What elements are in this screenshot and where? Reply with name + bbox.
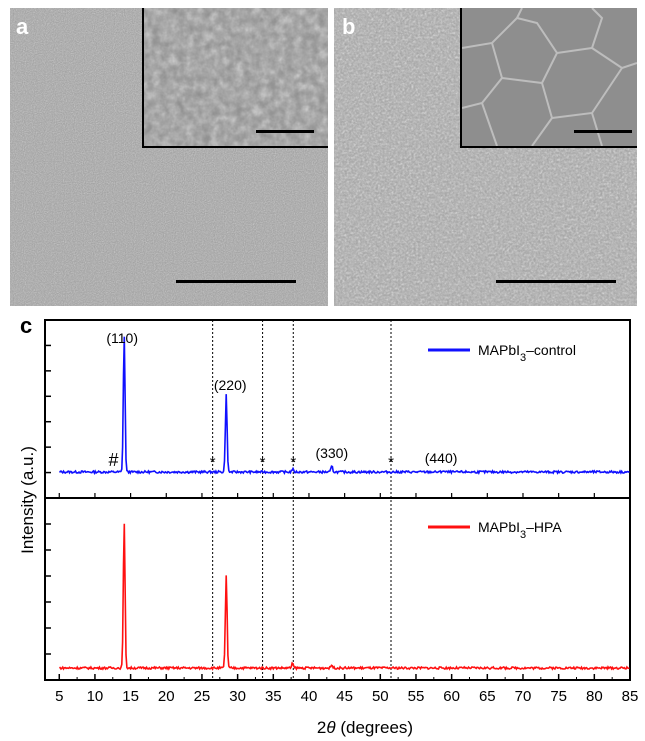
peak-annotation: (110) — [106, 330, 138, 346]
inset-scale-bar-a — [256, 130, 314, 133]
x-tick-label: 60 — [443, 688, 460, 705]
sem-image-b: b — [334, 8, 637, 306]
x-tick-label: 55 — [408, 688, 425, 705]
inset-texture-a — [144, 8, 328, 146]
x-tick-label: 45 — [336, 688, 353, 705]
x-tick-label: 70 — [515, 688, 532, 705]
x-tick-label: 85 — [622, 688, 639, 705]
scale-bar-a — [176, 280, 296, 283]
peak-annotation: * — [210, 454, 216, 471]
sem-image-a: a — [10, 8, 328, 306]
peak-annotation: (220) — [214, 377, 247, 393]
peak-annotation: (440) — [425, 450, 458, 466]
plot-border — [44, 319, 631, 681]
series-layer — [59, 336, 630, 672]
x-tick-label: 80 — [586, 688, 603, 705]
x-tick-label: 35 — [265, 688, 282, 705]
x-tick-label: 5 — [55, 688, 63, 705]
x-tick-label: 65 — [479, 688, 496, 705]
legend-label: MAPbI3–HPA — [478, 519, 562, 541]
tick-layer: 5 10 15 20 25 30 35 40 45 50 55 60 65 70 75 80 85 — [45, 344, 639, 705]
x-tick-label: 10 — [87, 688, 104, 705]
x-tick-label: 40 — [301, 688, 318, 705]
x-tick-label: 25 — [194, 688, 211, 705]
panel-label-c: c — [20, 313, 33, 338]
peak-annotation: * — [388, 454, 394, 471]
x-tick-label: 15 — [122, 688, 139, 705]
peak-annotation: # — [108, 450, 118, 470]
panel-label-b: b — [342, 14, 356, 39]
x-tick-label: 50 — [372, 688, 389, 705]
x-tick-label: 75 — [550, 688, 567, 705]
sem-inset-a — [142, 8, 328, 148]
peak-annotation: (330) — [315, 445, 348, 461]
y-axis-label: Intensity (a.u.) — [18, 446, 37, 554]
x-tick-label: 20 — [158, 688, 175, 705]
reference-lines — [212, 320, 392, 680]
x-axis-label: 2θ (degrees) — [317, 718, 413, 737]
chart-frame — [44, 319, 631, 681]
sem-inset-b — [460, 8, 637, 148]
series-line-hpa — [59, 523, 630, 672]
inset-texture-b — [461, 8, 637, 147]
peak-annotation: * — [260, 454, 266, 471]
x-tick-label: 30 — [229, 688, 246, 705]
legend-label: MAPbI3–control — [478, 342, 576, 364]
legend: MAPbI3–control MAPbI3–HPA — [428, 342, 576, 541]
inset-scale-bar-b — [574, 130, 632, 133]
series-line-control — [59, 336, 630, 476]
scale-bar-b — [496, 280, 616, 283]
peak-annotation: * — [290, 454, 296, 471]
panel-label-a: a — [16, 14, 29, 39]
annotations: (110) (220) (330) (440) # * * * * — [106, 330, 457, 471]
